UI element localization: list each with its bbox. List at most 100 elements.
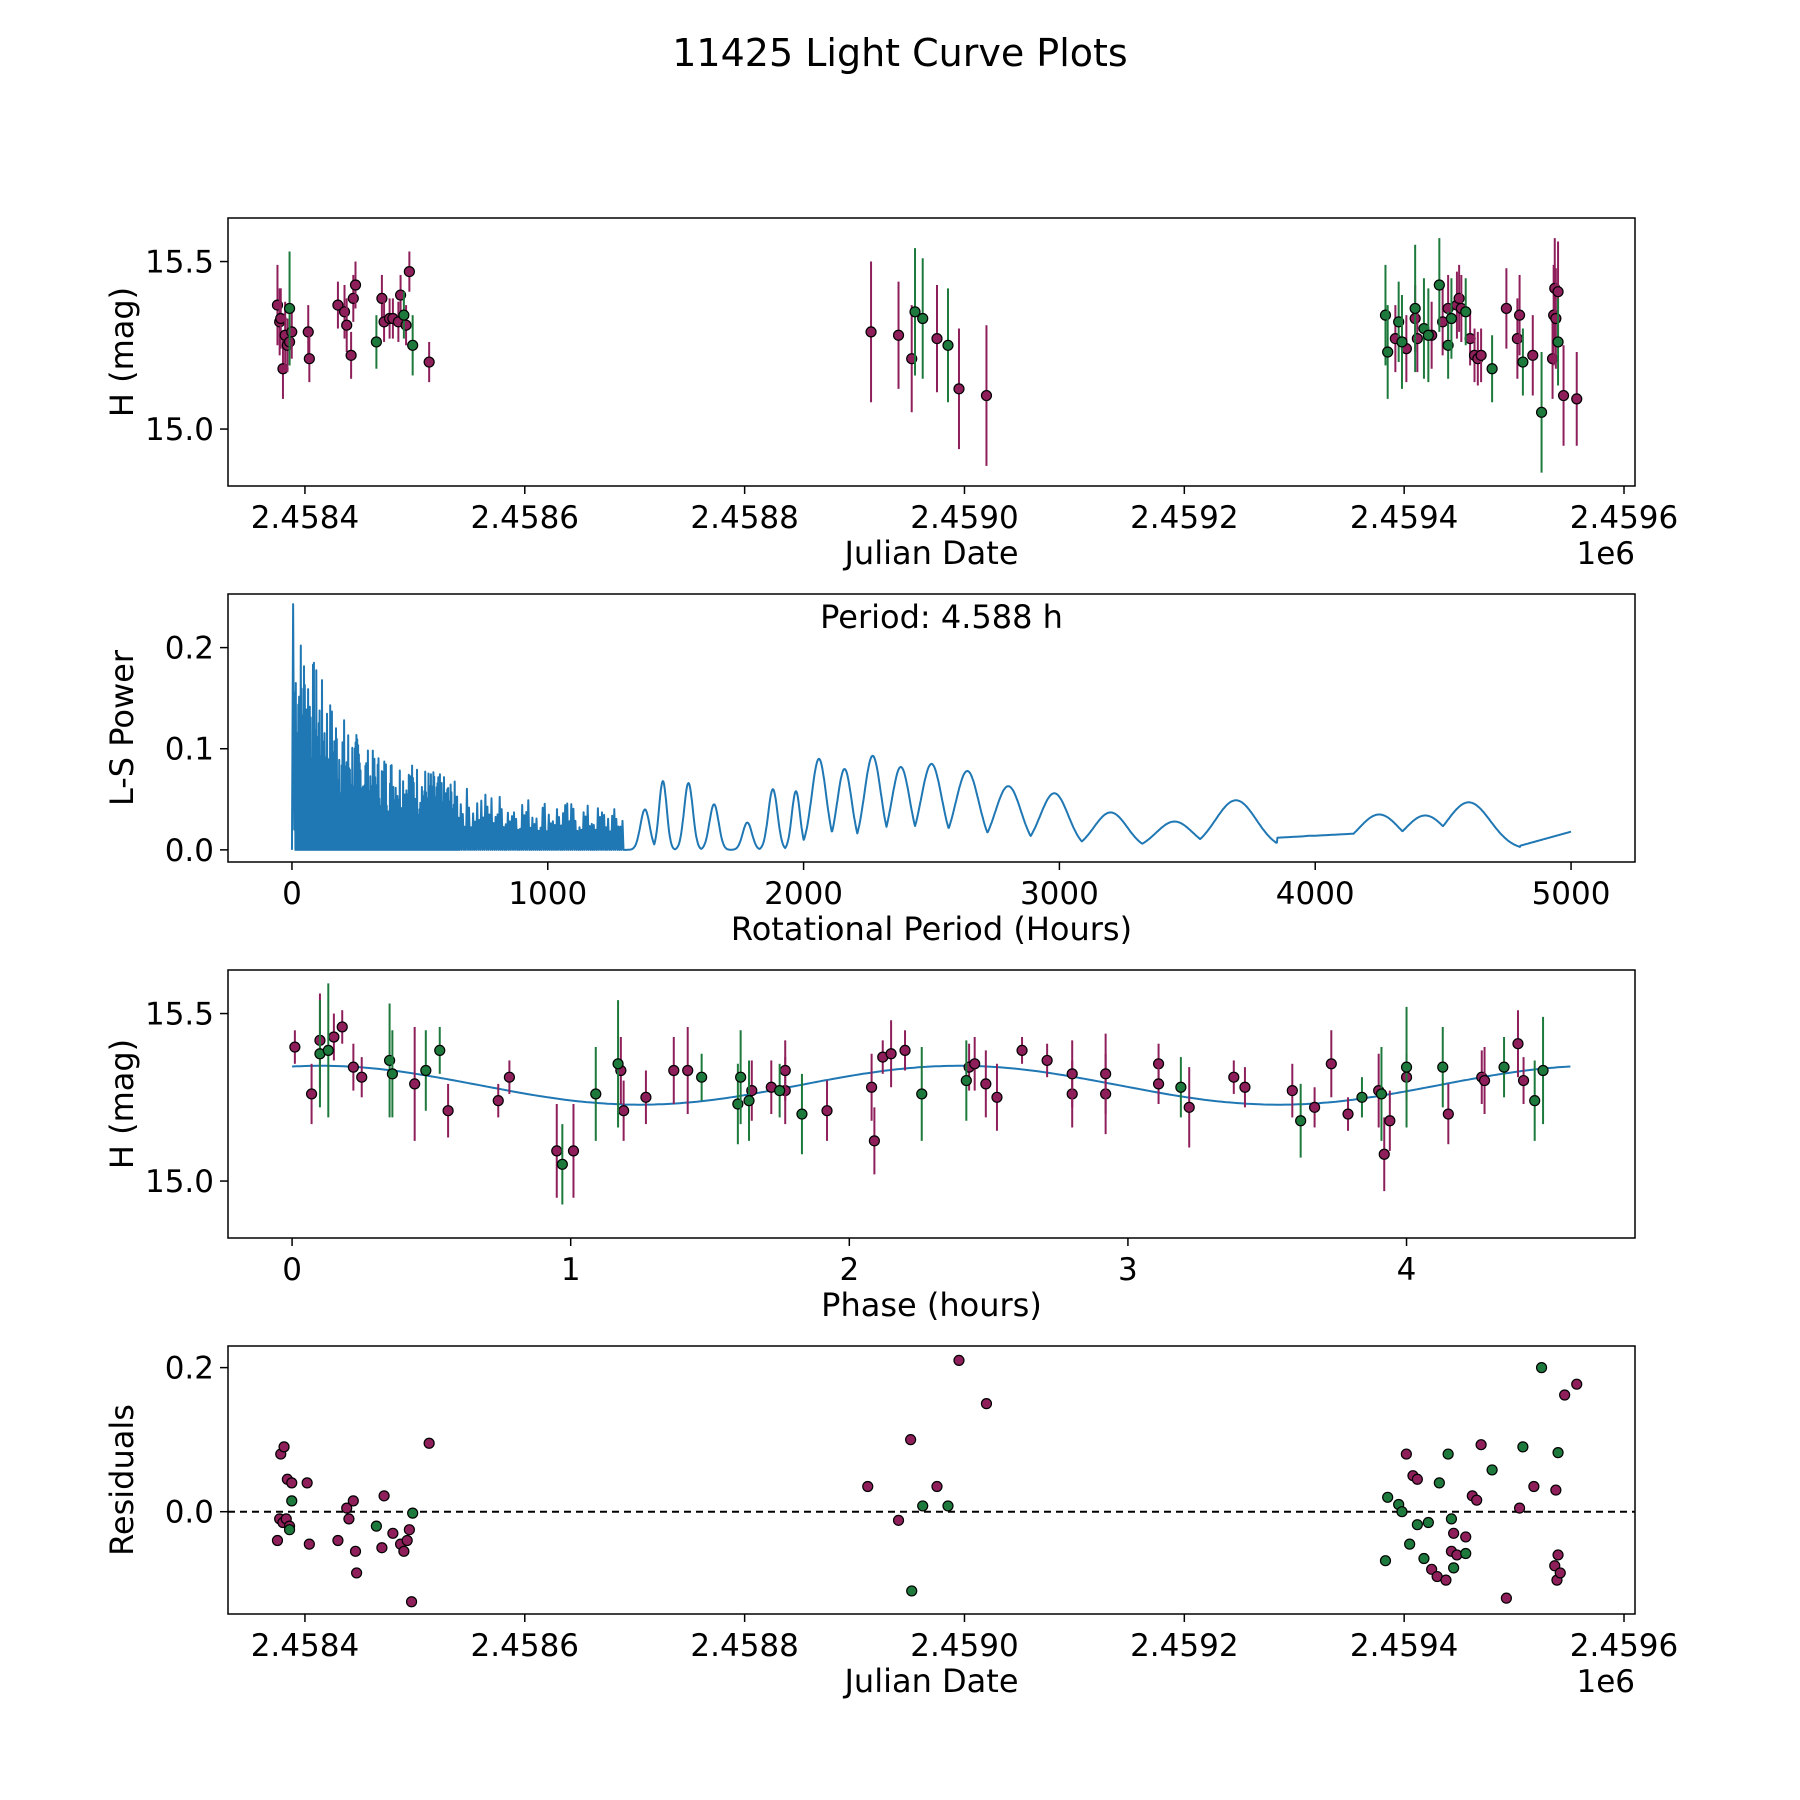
data-point <box>931 333 943 345</box>
y-tick-label: 0.2 <box>165 1351 214 1387</box>
data-point <box>347 1061 359 1073</box>
series-magenta <box>271 1354 1583 1608</box>
series-magenta <box>289 993 1530 1198</box>
data-point <box>1442 1448 1454 1460</box>
data-point <box>1511 333 1523 345</box>
data-point <box>1308 1101 1321 1113</box>
x-tick-label: 2.4590 <box>910 500 1018 536</box>
data-point <box>376 1542 388 1554</box>
data-point <box>1433 279 1445 291</box>
x-tick-label: 2 <box>839 1252 859 1288</box>
plot-area <box>290 603 1572 851</box>
data-point <box>398 1545 410 1557</box>
data-point <box>612 1058 624 1070</box>
data-point <box>1152 1078 1165 1090</box>
data-point <box>1517 1441 1529 1453</box>
data-point <box>409 1078 421 1090</box>
data-point <box>905 1434 917 1446</box>
x-tick-label: 2000 <box>764 876 843 912</box>
data-point <box>1400 1061 1413 1073</box>
data-point <box>370 336 382 348</box>
data-point <box>407 339 419 351</box>
data-point <box>917 1500 929 1512</box>
data-point <box>1486 1464 1498 1476</box>
x-tick-label: 3 <box>1118 1252 1138 1288</box>
data-point <box>1400 1448 1412 1460</box>
data-point <box>1396 336 1408 348</box>
data-point <box>551 1145 563 1157</box>
data-point <box>1528 1480 1540 1493</box>
panel-periodogram: Period: 4.588 h 0 1000 2000 3000 4000 5000 0.0 0… <box>103 593 1636 948</box>
data-point <box>289 1041 301 1053</box>
x-offset-label: 1e6 <box>1576 536 1635 572</box>
data-point <box>341 1502 353 1514</box>
data-point <box>341 319 353 331</box>
data-point <box>1375 1088 1388 1100</box>
x-tick-label: 2.4584 <box>251 1628 359 1664</box>
data-point <box>420 1064 432 1077</box>
data-point <box>931 1480 943 1493</box>
data-point <box>349 279 362 291</box>
x-tick-label: 2.4592 <box>1130 500 1238 536</box>
data-point <box>1422 1516 1434 1529</box>
data-point <box>286 326 298 338</box>
data-point <box>906 1585 918 1597</box>
x-tick-label: 2.4594 <box>1350 500 1458 536</box>
data-point <box>909 306 921 318</box>
x-tick-label: 0 <box>282 876 302 912</box>
data-point <box>1433 1477 1445 1489</box>
data-point <box>1411 333 1423 345</box>
data-point <box>1384 1115 1396 1127</box>
x-axis-label: Julian Date <box>842 534 1018 572</box>
period-annotation: Period: 4.588 h <box>820 598 1063 636</box>
data-point <box>1440 1574 1452 1586</box>
y-axis-label: L-S Power <box>103 649 141 806</box>
x-tick-label: 2.4588 <box>690 500 798 536</box>
axes-frame <box>227 593 1636 863</box>
data-point <box>1378 1148 1390 1160</box>
x-tick-label: 1 <box>561 1252 581 1288</box>
x-tick-label: 2.4594 <box>1350 1628 1458 1664</box>
y-axis-label: H (mag) <box>103 287 141 417</box>
x-tick-label: 5000 <box>1532 876 1611 912</box>
data-point <box>1066 1068 1078 1080</box>
series-green <box>283 238 1564 473</box>
data-point <box>303 353 315 365</box>
y-tick-label: 0.0 <box>165 1495 214 1531</box>
data-point <box>1517 1074 1530 1087</box>
data-point <box>1175 1081 1187 1093</box>
x-tick-label: 4 <box>1397 1252 1417 1288</box>
y-tick-label: 15.0 <box>145 412 214 448</box>
data-point <box>405 1596 418 1608</box>
data-point <box>301 1477 313 1489</box>
data-point <box>1356 1091 1368 1103</box>
data-point <box>1517 356 1529 368</box>
data-point <box>328 1031 340 1043</box>
data-point <box>283 1524 296 1536</box>
data-point <box>640 1091 652 1103</box>
data-point <box>442 1105 454 1117</box>
data-point <box>1396 1506 1408 1518</box>
data-point <box>407 1507 419 1519</box>
data-point <box>332 299 344 311</box>
y-tick-label: 15.5 <box>145 997 214 1033</box>
data-point <box>1559 1389 1571 1401</box>
data-point <box>434 1044 446 1057</box>
data-point <box>338 306 351 318</box>
x-tick-label: 2.4592 <box>1130 1628 1238 1664</box>
data-point <box>1382 346 1394 358</box>
data-point <box>1239 1081 1251 1093</box>
data-point <box>567 1145 580 1157</box>
data-point <box>1460 1531 1472 1543</box>
data-point <box>286 1495 298 1507</box>
data-point <box>1183 1101 1195 1113</box>
data-point <box>376 292 388 304</box>
data-point <box>892 329 905 341</box>
x-tick-label: 2.4584 <box>251 500 359 536</box>
data-point <box>401 1534 413 1547</box>
panel-lightcurve: 2.4584 2.4586 2.4588 2.4590 2.4592 2.4594 2.45… <box>103 217 1678 572</box>
data-point <box>960 1074 972 1087</box>
data-point <box>1382 1491 1394 1503</box>
data-point <box>1500 302 1512 315</box>
data-point <box>1448 1562 1460 1574</box>
